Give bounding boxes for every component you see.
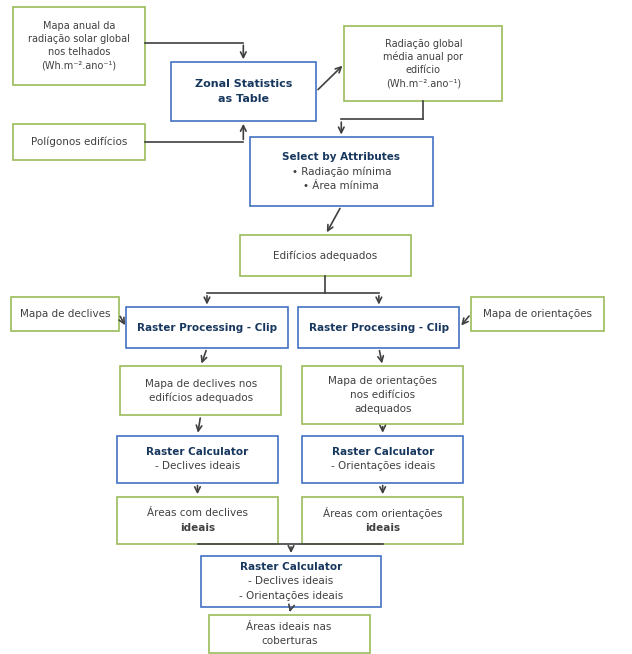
FancyBboxPatch shape bbox=[240, 235, 411, 276]
FancyBboxPatch shape bbox=[344, 26, 502, 101]
Text: Mapa de orientações: Mapa de orientações bbox=[483, 309, 592, 319]
Text: Edifícios adequados: Edifícios adequados bbox=[274, 250, 377, 261]
Text: Mapa de orientações: Mapa de orientações bbox=[328, 375, 437, 386]
Text: nos telhados: nos telhados bbox=[48, 48, 110, 58]
Text: Select by Attributes: Select by Attributes bbox=[283, 152, 400, 162]
Text: - Declives ideais: - Declives ideais bbox=[155, 461, 240, 472]
FancyBboxPatch shape bbox=[302, 497, 463, 544]
Text: radiação solar global: radiação solar global bbox=[28, 34, 130, 44]
FancyBboxPatch shape bbox=[298, 307, 459, 348]
Text: Raster Calculator: Raster Calculator bbox=[147, 447, 248, 457]
FancyBboxPatch shape bbox=[11, 297, 119, 331]
Text: • Área mínima: • Área mínima bbox=[303, 181, 379, 191]
Text: adequados: adequados bbox=[354, 404, 411, 415]
FancyBboxPatch shape bbox=[250, 137, 433, 206]
FancyBboxPatch shape bbox=[117, 497, 278, 544]
Text: Raster Processing - Clip: Raster Processing - Clip bbox=[309, 322, 449, 333]
FancyBboxPatch shape bbox=[120, 366, 281, 415]
Text: ideais: ideais bbox=[365, 523, 400, 533]
Text: coberturas: coberturas bbox=[261, 636, 317, 646]
Text: edifícios adequados: edifícios adequados bbox=[149, 392, 253, 404]
Text: as Table: as Table bbox=[218, 94, 269, 104]
FancyBboxPatch shape bbox=[126, 307, 288, 348]
FancyBboxPatch shape bbox=[471, 297, 604, 331]
Text: Zonal Statistics: Zonal Statistics bbox=[195, 79, 292, 89]
FancyBboxPatch shape bbox=[302, 366, 463, 424]
Text: (Wh.m⁻².ano⁻¹): (Wh.m⁻².ano⁻¹) bbox=[386, 79, 461, 89]
Text: - Orientações ideais: - Orientações ideais bbox=[331, 461, 435, 472]
Text: Raster Processing - Clip: Raster Processing - Clip bbox=[137, 322, 277, 333]
Text: média anual por: média anual por bbox=[384, 52, 463, 62]
Text: (Wh.m⁻².ano⁻¹): (Wh.m⁻².ano⁻¹) bbox=[42, 61, 116, 71]
Text: Mapa anual da: Mapa anual da bbox=[43, 21, 115, 31]
FancyBboxPatch shape bbox=[13, 124, 145, 160]
Text: edifício: edifício bbox=[406, 65, 441, 75]
FancyBboxPatch shape bbox=[302, 436, 463, 483]
Text: Raster Calculator: Raster Calculator bbox=[240, 562, 342, 572]
Text: Mapa de declives: Mapa de declives bbox=[20, 309, 111, 319]
Text: nos edifícios: nos edifícios bbox=[350, 390, 415, 400]
FancyBboxPatch shape bbox=[201, 556, 381, 607]
Text: Áreas ideais nas: Áreas ideais nas bbox=[246, 621, 332, 632]
FancyBboxPatch shape bbox=[209, 615, 370, 653]
FancyBboxPatch shape bbox=[13, 7, 145, 85]
Text: - Declives ideais: - Declives ideais bbox=[248, 576, 334, 587]
Text: Mapa de declives nos: Mapa de declives nos bbox=[145, 379, 257, 388]
Text: Áreas com declives: Áreas com declives bbox=[147, 508, 248, 519]
Text: Áreas com orientações: Áreas com orientações bbox=[323, 508, 442, 519]
FancyBboxPatch shape bbox=[117, 436, 278, 483]
Text: ideais: ideais bbox=[180, 523, 215, 533]
Text: • Radiação mínima: • Radiação mínima bbox=[291, 166, 391, 177]
Text: Raster Calculator: Raster Calculator bbox=[332, 447, 434, 457]
Text: - Orientações ideais: - Orientações ideais bbox=[239, 591, 343, 601]
FancyBboxPatch shape bbox=[171, 62, 316, 121]
Text: Radiação global: Radiação global bbox=[385, 39, 462, 48]
Text: Polígonos edifícios: Polígonos edifícios bbox=[31, 137, 127, 148]
